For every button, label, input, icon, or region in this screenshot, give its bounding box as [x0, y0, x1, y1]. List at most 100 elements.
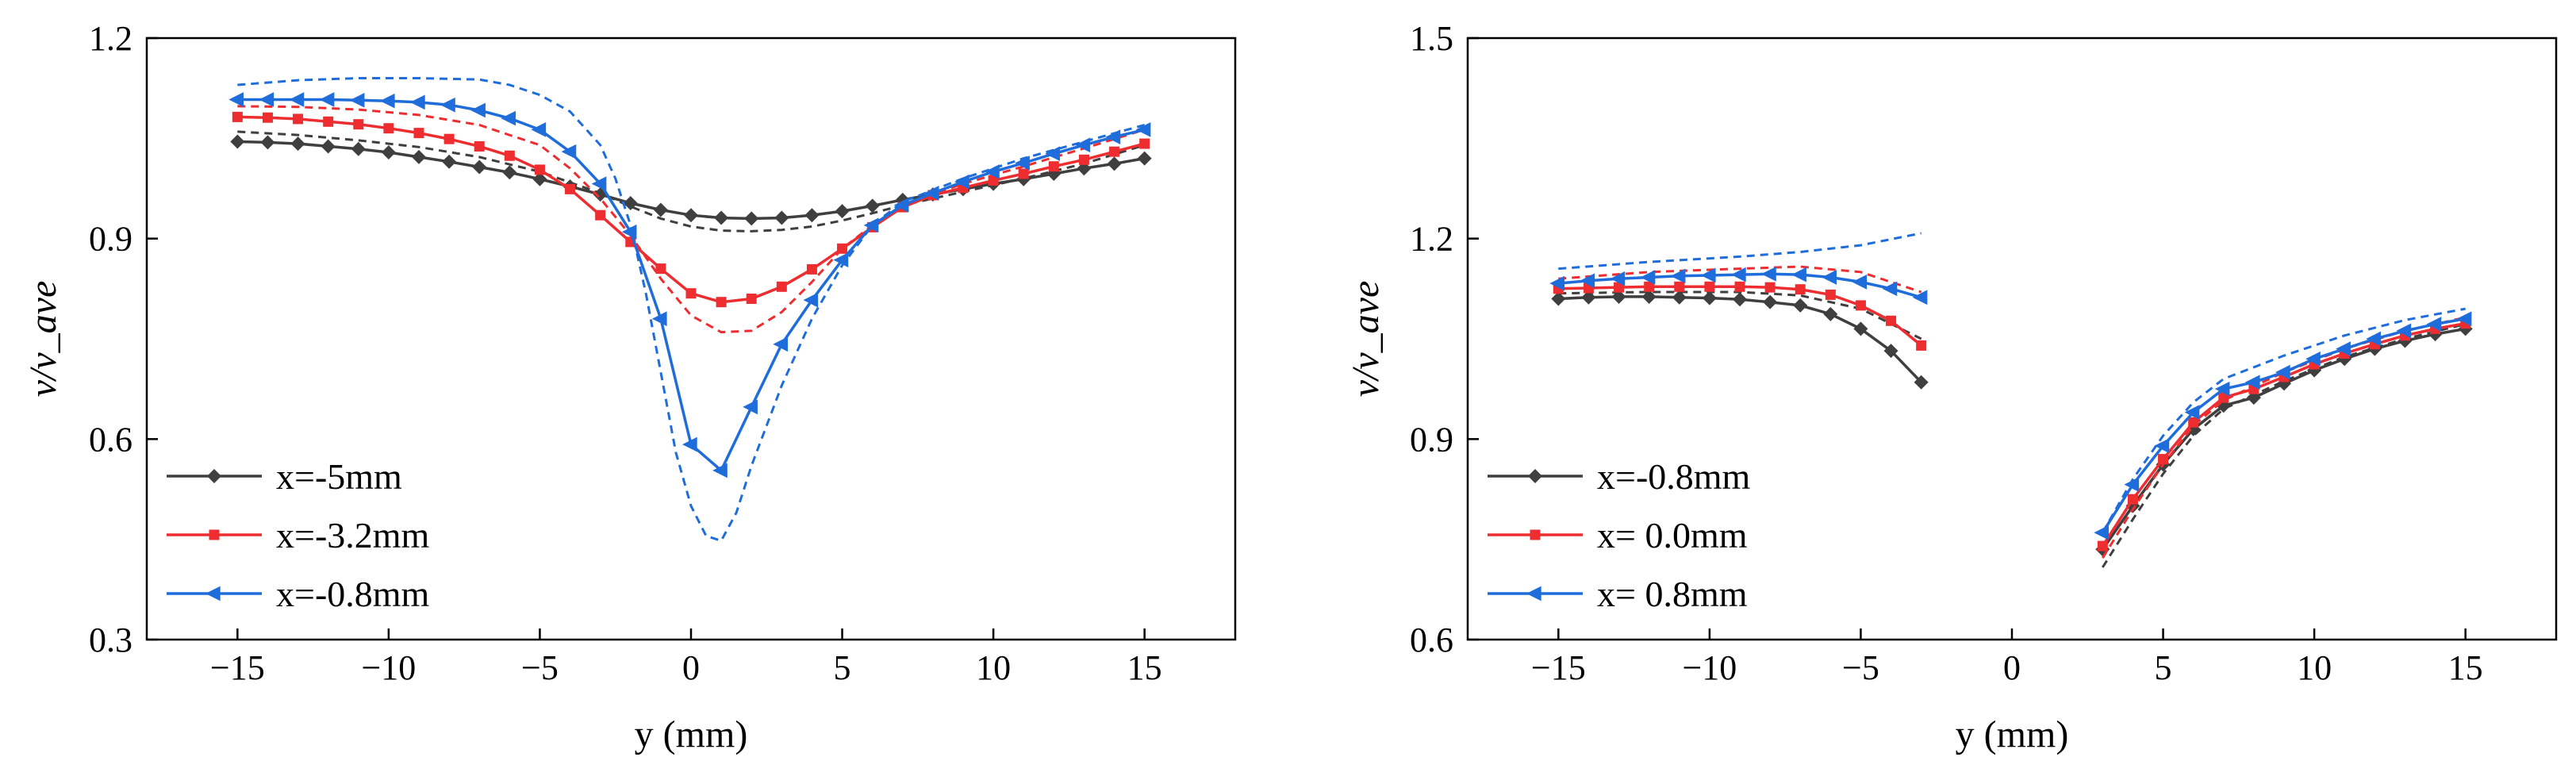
x-tick-label: −10 [361, 648, 416, 687]
data-point [591, 176, 607, 191]
data-point [474, 140, 485, 152]
left-chart: −15 −10 −5 0 5 10 15 0.3 0.6 0.9 1.2 y (mm) v/v_avex… [22, 19, 1237, 755]
data-point [440, 97, 455, 113]
data-point [988, 175, 999, 186]
data-point [2218, 392, 2229, 403]
data-point [776, 281, 787, 292]
x-tick-label: 15 [2448, 648, 2483, 687]
data-point [321, 139, 336, 154]
data-point [923, 186, 939, 201]
data-point [1580, 273, 1595, 289]
legend: x=-5mm x=-3.2mm x=-0.8mm [167, 456, 430, 614]
y-axis-title: v/v_ave [1345, 281, 1387, 398]
data-point [531, 122, 547, 137]
legend-marker [1528, 469, 1542, 483]
data-point [442, 154, 457, 169]
data-point [351, 141, 366, 156]
data-point [232, 111, 243, 122]
data-point [1733, 292, 1747, 307]
data-point [2244, 375, 2260, 390]
data-point [2127, 494, 2138, 505]
y-tick-label: 1.5 [1410, 19, 1453, 58]
legend-label: x= 0.0mm [1597, 515, 1748, 555]
data-point [2396, 323, 2412, 339]
data-point [1734, 281, 1745, 292]
data-point [1107, 156, 1122, 171]
data-point [1075, 137, 1091, 153]
data-point [319, 92, 335, 107]
data-point [2158, 454, 2169, 465]
data-point [323, 116, 334, 127]
legend: x=-0.8mm x= 0.0mm x= 0.8mm [1488, 456, 1751, 614]
data-point [1702, 290, 1717, 306]
data-point [1916, 340, 1927, 351]
x-axis-title: y (mm) [1956, 713, 2069, 755]
data-point [653, 202, 668, 217]
data-line [237, 140, 1146, 221]
data-point [744, 211, 759, 226]
data-point [381, 145, 396, 160]
x-tick-label: −5 [521, 648, 559, 687]
data-point [2188, 417, 2199, 428]
data-point [651, 311, 667, 327]
model-curve [1558, 265, 1922, 294]
data-point [2094, 525, 2110, 540]
data-point [472, 159, 487, 175]
data-point [2336, 341, 2351, 356]
data-point [893, 198, 909, 213]
data-point [2426, 317, 2442, 332]
data-point [262, 112, 273, 123]
data-point [1823, 306, 1838, 321]
data-point [2154, 438, 2170, 454]
data-point [1700, 267, 1716, 283]
data-point [2097, 540, 2108, 551]
data-point [1882, 281, 1898, 297]
data-point [410, 94, 425, 110]
data-point [383, 123, 394, 134]
data-point [1795, 284, 1806, 295]
model-curve [1558, 232, 1921, 271]
data-point [1855, 300, 1866, 311]
data-line [2101, 317, 2467, 534]
data-point [804, 208, 820, 223]
data-point [1078, 154, 1089, 165]
data-point [1852, 275, 1868, 290]
model-curve [2101, 307, 2466, 533]
data-point [684, 208, 698, 223]
data-point [1883, 344, 1898, 359]
data-point [773, 336, 789, 352]
data-point [501, 110, 516, 126]
data-point [1045, 146, 1061, 162]
data-point [1704, 281, 1715, 292]
series-x= 0.8mm [1549, 232, 2472, 540]
data-point [774, 210, 789, 225]
data-point [1018, 168, 1029, 179]
data-point [746, 293, 757, 304]
legend-marker [209, 529, 220, 540]
data-point [1825, 289, 1836, 300]
data-point [228, 92, 244, 107]
data-point [803, 292, 819, 308]
data-point [502, 165, 517, 180]
x-tick-label: −10 [1682, 648, 1737, 687]
data-point [259, 92, 274, 107]
data-point [1611, 289, 1626, 304]
y-axis-title: v/v_ave [22, 281, 64, 398]
x-tick-label: −5 [1842, 648, 1879, 687]
data-point [1761, 266, 1776, 282]
data-point [806, 263, 817, 275]
data-point [565, 183, 576, 194]
data-point [623, 196, 638, 211]
data-point [1670, 268, 1686, 284]
model-curve [237, 77, 1146, 543]
model-curve [2102, 316, 2467, 559]
data-point [1105, 129, 1121, 144]
data-point [413, 128, 424, 139]
data-point [1763, 294, 1778, 309]
legend-label: x=-3.2mm [276, 515, 430, 555]
data-point [260, 135, 275, 150]
data-point [655, 263, 666, 275]
data-point [1139, 138, 1150, 149]
x-tick-label: 5 [2155, 648, 2172, 687]
